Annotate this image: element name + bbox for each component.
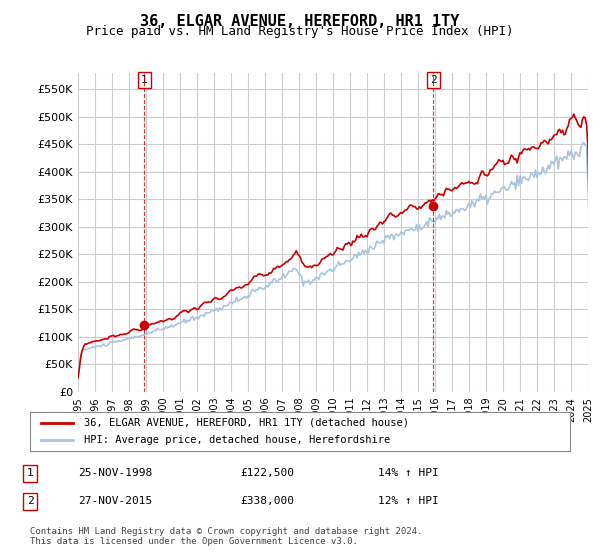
- Text: 36, ELGAR AVENUE, HEREFORD, HR1 1TY (detached house): 36, ELGAR AVENUE, HEREFORD, HR1 1TY (det…: [84, 418, 409, 428]
- Text: 12% ↑ HPI: 12% ↑ HPI: [378, 496, 439, 506]
- Text: Contains HM Land Registry data © Crown copyright and database right 2024.
This d: Contains HM Land Registry data © Crown c…: [30, 526, 422, 546]
- Text: 14% ↑ HPI: 14% ↑ HPI: [378, 468, 439, 478]
- Text: 27-NOV-2015: 27-NOV-2015: [78, 496, 152, 506]
- Text: £338,000: £338,000: [240, 496, 294, 506]
- Text: 36, ELGAR AVENUE, HEREFORD, HR1 1TY: 36, ELGAR AVENUE, HEREFORD, HR1 1TY: [140, 14, 460, 29]
- Text: 1: 1: [26, 468, 34, 478]
- Text: HPI: Average price, detached house, Herefordshire: HPI: Average price, detached house, Here…: [84, 435, 390, 445]
- Text: 2: 2: [430, 75, 437, 85]
- Text: 25-NOV-1998: 25-NOV-1998: [78, 468, 152, 478]
- Text: 1: 1: [141, 75, 148, 85]
- Text: Price paid vs. HM Land Registry's House Price Index (HPI): Price paid vs. HM Land Registry's House …: [86, 25, 514, 38]
- Text: 2: 2: [26, 496, 34, 506]
- Text: £122,500: £122,500: [240, 468, 294, 478]
